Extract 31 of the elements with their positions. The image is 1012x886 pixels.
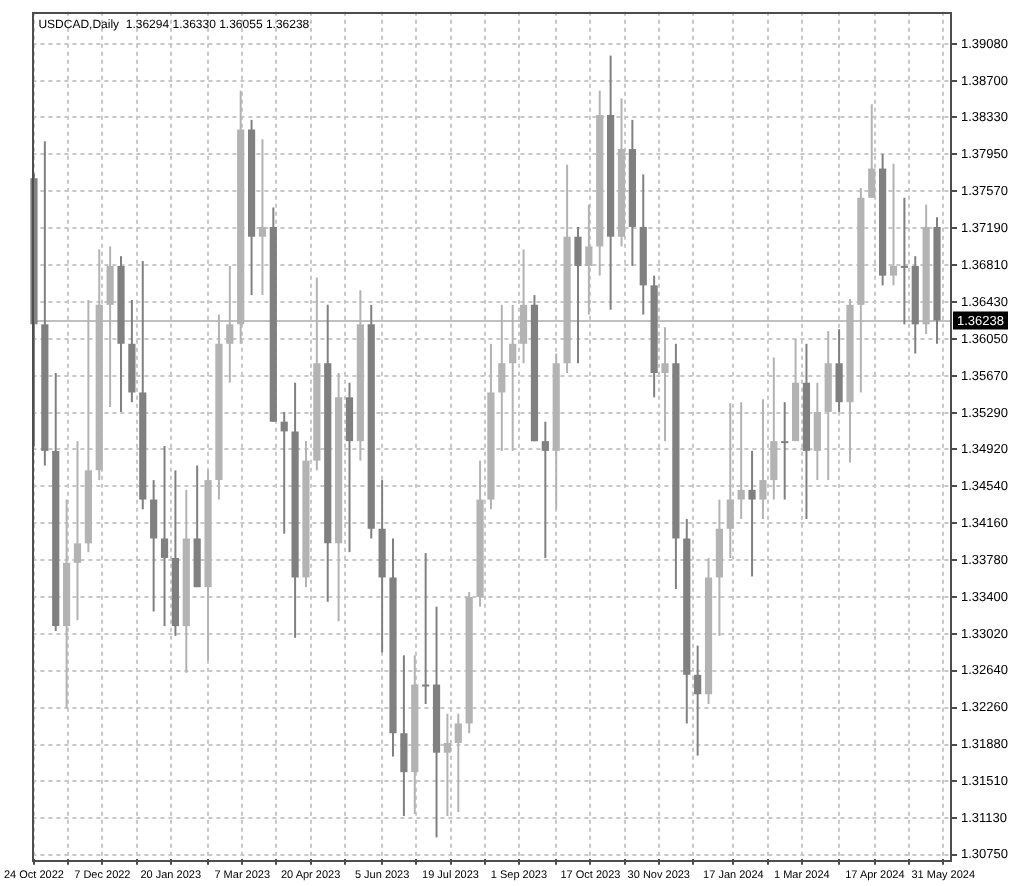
candlestick — [280, 410, 288, 535]
candlestick — [737, 401, 745, 521]
candlestick — [759, 398, 767, 521]
candlestick — [574, 225, 582, 365]
candlestick — [160, 445, 169, 628]
candlestick — [422, 552, 430, 705]
candlestick — [770, 356, 778, 501]
candlestick — [813, 381, 821, 482]
candlestick — [150, 479, 158, 613]
candlestick — [726, 402, 734, 559]
candlestick — [781, 401, 789, 501]
candlestick — [443, 712, 452, 817]
candlestick — [258, 138, 267, 297]
candlestick — [345, 381, 354, 554]
candlestick — [498, 303, 506, 452]
candlestick — [106, 245, 114, 409]
candlestick — [835, 328, 843, 413]
candlestick — [509, 303, 517, 452]
candlestick — [868, 103, 876, 199]
candlestick — [519, 248, 528, 365]
candlestick — [585, 203, 593, 316]
candlestick — [400, 654, 408, 817]
candlestick — [694, 644, 702, 757]
candlestick — [889, 162, 898, 287]
candlestick — [661, 326, 669, 443]
candlestick — [73, 440, 82, 622]
candlestick — [454, 712, 462, 814]
candlestick — [900, 196, 908, 326]
candlestick — [748, 449, 756, 578]
candlestick — [226, 264, 234, 384]
candlestick — [541, 420, 549, 559]
